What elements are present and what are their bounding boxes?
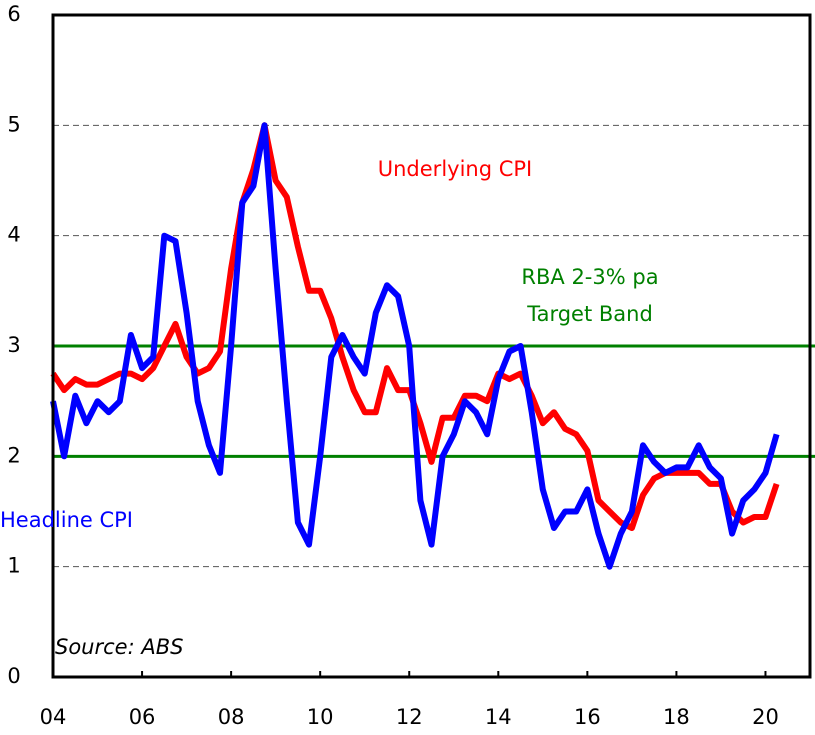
- x-tick-label: 20: [752, 705, 779, 729]
- y-tick-label: 2: [7, 443, 20, 467]
- y-tick-label: 3: [7, 333, 20, 357]
- x-tick-label: 04: [40, 705, 67, 729]
- x-tick-label: 08: [218, 705, 245, 729]
- target-band-label: RBA 2-3% pa: [521, 265, 658, 289]
- y-tick-label: 5: [7, 112, 20, 136]
- y-tick-label: 6: [7, 2, 20, 26]
- series-label: Headline CPI: [0, 508, 133, 532]
- x-tick-label: 12: [396, 705, 423, 729]
- x-tick-label: 10: [307, 705, 334, 729]
- x-tick-label: 18: [663, 705, 690, 729]
- x-tick-label: 16: [574, 705, 601, 729]
- y-tick-label: 0: [7, 664, 20, 688]
- x-tick-label: 14: [485, 705, 512, 729]
- plot-frame: [51, 13, 812, 679]
- source-note: Source: ABS: [55, 635, 183, 659]
- target-band-label: Target Band: [526, 302, 653, 326]
- series-line: [50, 122, 780, 531]
- series-label: Underlying CPI: [378, 157, 533, 181]
- x-tick-label: 06: [129, 705, 156, 729]
- y-tick-label: 4: [7, 223, 20, 247]
- y-tick-label: 1: [7, 554, 20, 578]
- series-line: [50, 122, 780, 570]
